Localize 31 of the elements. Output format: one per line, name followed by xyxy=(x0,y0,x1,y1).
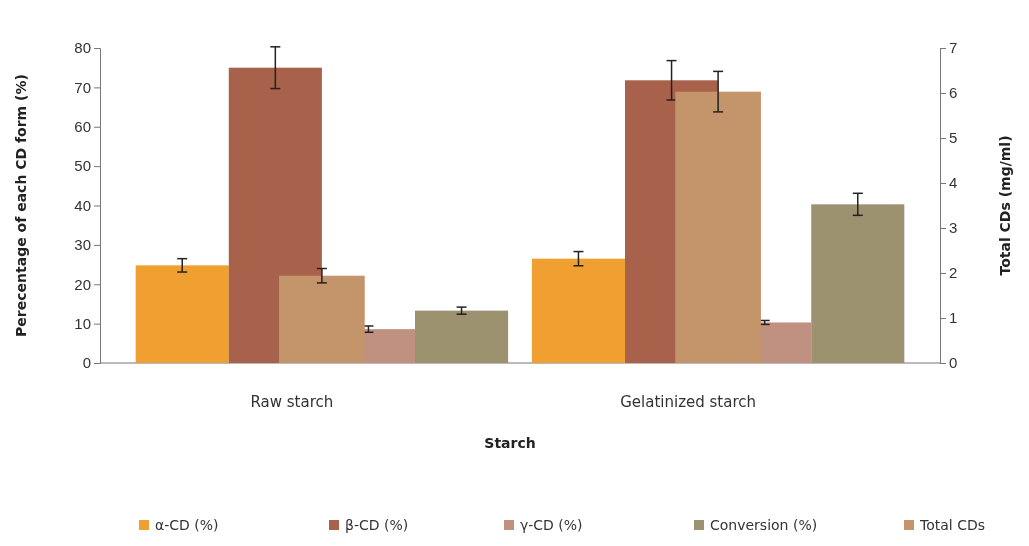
bar xyxy=(811,204,905,363)
y-tick-label: 70 xyxy=(74,78,91,96)
bar xyxy=(531,258,625,363)
x-axis-title: Starch xyxy=(484,435,536,451)
legend-label: Total CDs xyxy=(919,517,985,533)
y2-tick-label: 2 xyxy=(949,264,958,282)
y-tick-label: 80 xyxy=(74,39,91,57)
y-tick-label: 0 xyxy=(82,354,91,372)
y2-tick-label: 1 xyxy=(949,309,958,327)
x-tick-label: Gelatinized starch xyxy=(620,393,757,411)
y2-tick-label: 7 xyxy=(949,39,958,57)
y-tick-label: 30 xyxy=(74,236,91,254)
legend-label: β-CD (%) xyxy=(345,517,409,533)
y2-tick-label: 3 xyxy=(949,219,958,237)
x-tick-label: Raw starch xyxy=(250,393,334,411)
y-tick-label: 10 xyxy=(74,314,91,332)
y-axis-title: Perecentage of each CD form (%) xyxy=(13,74,29,337)
y-tick-label: 60 xyxy=(74,118,91,136)
y2-tick-label: 6 xyxy=(949,84,958,102)
y2-axis-title: Total CDs (mg/ml) xyxy=(997,135,1013,276)
bar xyxy=(415,310,509,363)
y-tick-label: 20 xyxy=(74,275,91,293)
bar xyxy=(135,265,229,363)
y-tick-label: 50 xyxy=(74,157,91,175)
y2-tick-label: 0 xyxy=(949,354,958,372)
y2-tick-label: 4 xyxy=(949,174,958,192)
legend-label: Conversion (%) xyxy=(710,517,818,533)
y-tick-label: 40 xyxy=(74,196,91,214)
legend-label: γ-CD (%) xyxy=(520,517,583,533)
y2-tick-label: 5 xyxy=(949,129,958,147)
legend-label: α-CD (%) xyxy=(155,517,219,533)
